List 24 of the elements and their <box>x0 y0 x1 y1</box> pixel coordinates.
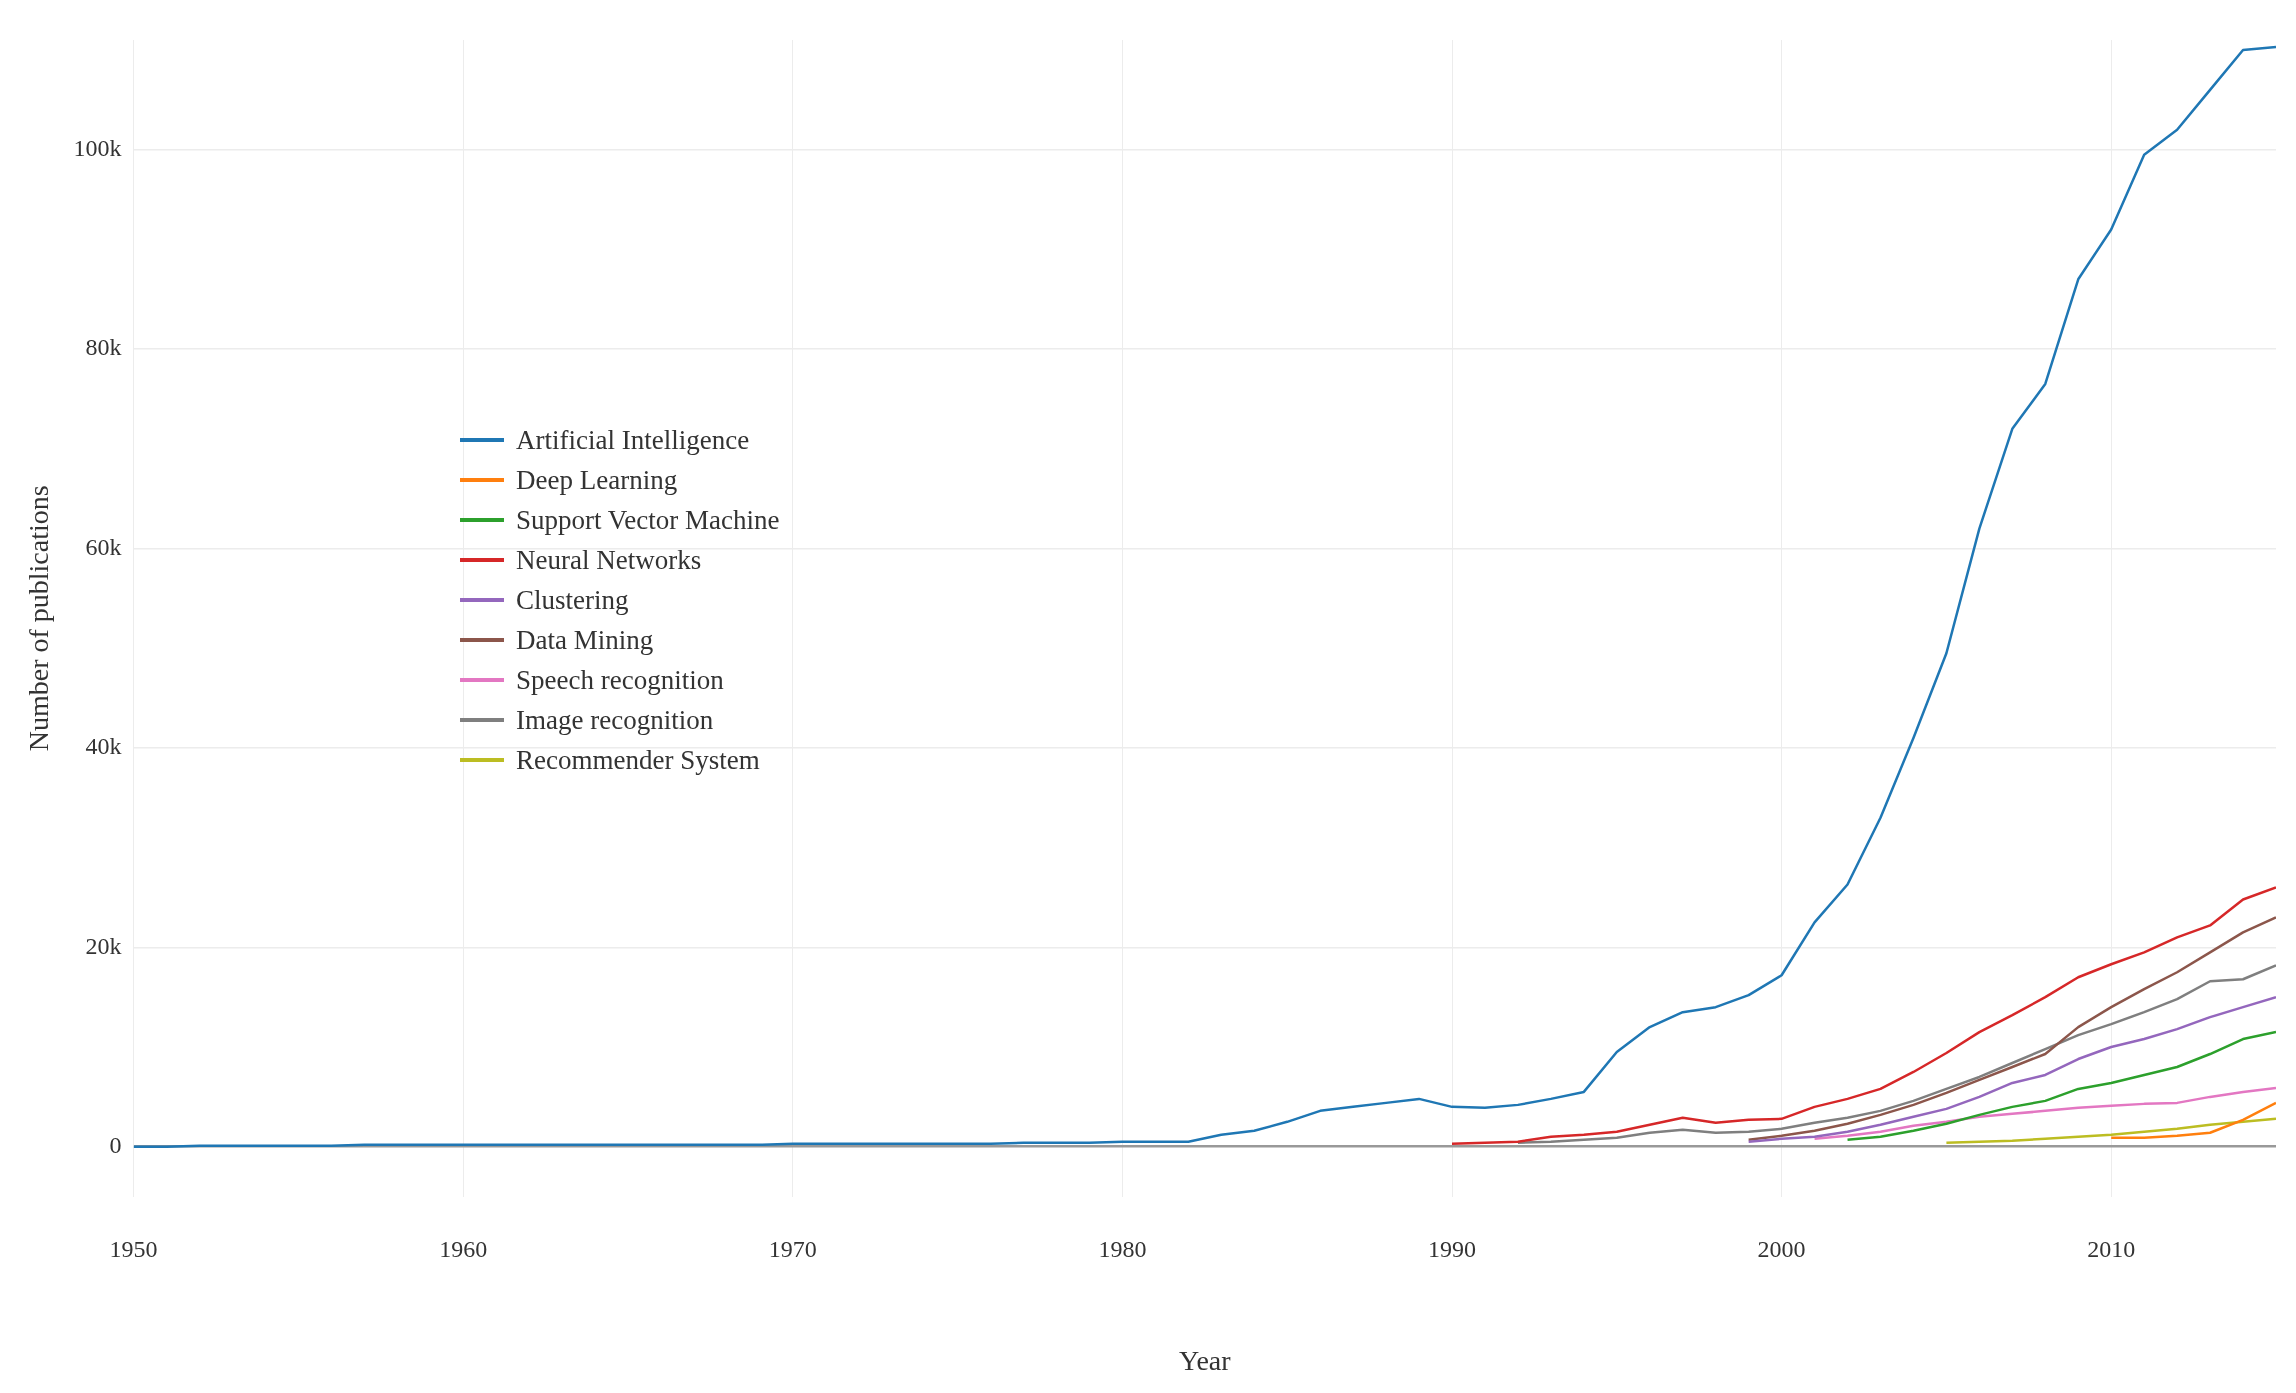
x-tick-label: 1990 <box>1428 1236 1476 1263</box>
legend-label: Recommender System <box>516 744 760 777</box>
legend-label: Artificial Intelligence <box>516 424 750 457</box>
y-tick-label: 0 <box>109 1132 122 1159</box>
y-tick-label: 20k <box>85 932 122 959</box>
y-tick-label: 40k <box>85 733 122 760</box>
y-tick-label: 100k <box>73 134 122 161</box>
legend-label: Speech recognition <box>516 664 724 697</box>
x-tick-label: 2010 <box>2087 1236 2136 1263</box>
x-tick-label: 1970 <box>768 1236 817 1263</box>
x-axis-title: Year <box>1179 1344 1232 1376</box>
legend-label: Deep Learning <box>516 464 678 497</box>
x-tick-label: 1980 <box>1098 1236 1147 1263</box>
x-tick-label: 2000 <box>1757 1236 1806 1263</box>
legend-label: Support Vector Machine <box>516 504 780 537</box>
legend-label: Clustering <box>516 584 629 617</box>
legend-label: Neural Networks <box>516 544 702 577</box>
x-tick-label: 1950 <box>109 1236 158 1263</box>
y-tick-label: 80k <box>85 334 122 361</box>
y-axis-title: Number of publications <box>23 485 55 752</box>
legend-label: Image recognition <box>516 704 714 737</box>
x-tick-label: 1960 <box>439 1236 488 1263</box>
y-tick-label: 60k <box>85 533 122 560</box>
legend-label: Data Mining <box>516 624 654 657</box>
